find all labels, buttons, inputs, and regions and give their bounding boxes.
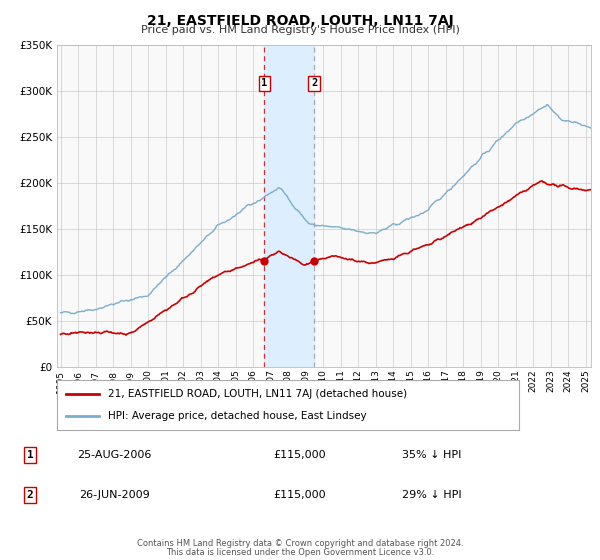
Text: Price paid vs. HM Land Registry's House Price Index (HPI): Price paid vs. HM Land Registry's House …	[140, 25, 460, 35]
Text: 26-JUN-2009: 26-JUN-2009	[79, 490, 149, 500]
Text: 2: 2	[311, 78, 317, 88]
Text: 21, EASTFIELD ROAD, LOUTH, LN11 7AJ: 21, EASTFIELD ROAD, LOUTH, LN11 7AJ	[146, 14, 454, 28]
Text: 35% ↓ HPI: 35% ↓ HPI	[403, 450, 461, 460]
Text: HPI: Average price, detached house, East Lindsey: HPI: Average price, detached house, East…	[108, 411, 367, 421]
Text: 21, EASTFIELD ROAD, LOUTH, LN11 7AJ (detached house): 21, EASTFIELD ROAD, LOUTH, LN11 7AJ (det…	[108, 389, 407, 399]
Text: 1: 1	[26, 450, 34, 460]
Text: £115,000: £115,000	[274, 490, 326, 500]
Text: 25-AUG-2006: 25-AUG-2006	[77, 450, 151, 460]
Text: 2: 2	[26, 490, 34, 500]
Text: 29% ↓ HPI: 29% ↓ HPI	[402, 490, 462, 500]
Text: 1: 1	[262, 78, 268, 88]
Text: £115,000: £115,000	[274, 450, 326, 460]
Bar	[265, 45, 314, 367]
Text: This data is licensed under the Open Government Licence v3.0.: This data is licensed under the Open Gov…	[166, 548, 434, 557]
Text: Contains HM Land Registry data © Crown copyright and database right 2024.: Contains HM Land Registry data © Crown c…	[137, 539, 463, 548]
